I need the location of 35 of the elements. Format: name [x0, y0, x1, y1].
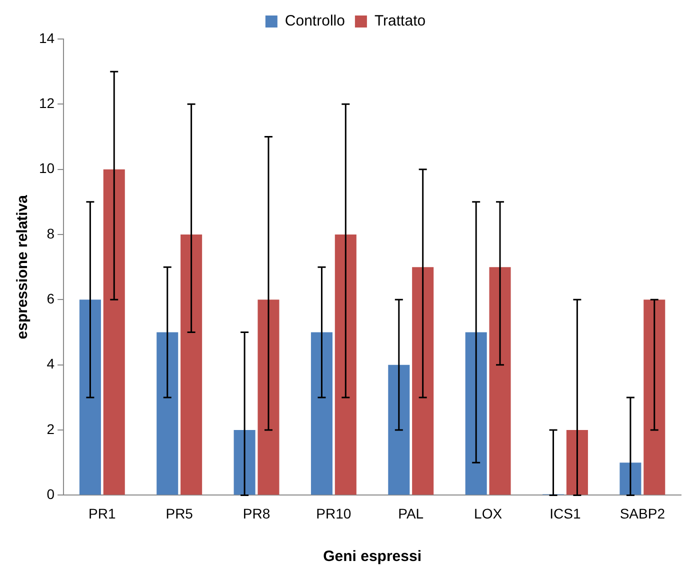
bar	[310, 332, 332, 495]
bar	[234, 430, 256, 495]
legend-label: Trattato	[374, 12, 426, 30]
x-tick-label: PR5	[166, 505, 194, 522]
x-tick-label: SABP2	[620, 505, 666, 522]
bar	[258, 300, 280, 495]
x-tick-label: LOX	[474, 505, 503, 522]
bar	[334, 234, 356, 495]
y-tick-label: 8	[46, 225, 55, 242]
bar	[412, 267, 434, 495]
bar	[79, 300, 101, 495]
x-tick-label: PAL	[398, 505, 424, 522]
bar	[566, 430, 588, 495]
y-tick-label: 0	[46, 486, 55, 502]
bar	[489, 267, 511, 495]
y-tick-label: 4	[46, 356, 55, 372]
x-tick-label: ICS1	[550, 505, 582, 522]
x-axis-title: Geni espressi	[323, 548, 422, 566]
bar	[180, 234, 202, 495]
bar	[103, 169, 125, 495]
y-tick-label: 6	[46, 290, 55, 307]
bar	[156, 332, 178, 495]
x-tick-label: PR1	[88, 505, 116, 522]
y-tick-label: 12	[38, 95, 55, 112]
y-tick-label: 10	[38, 160, 55, 176]
legend-label: Controllo	[284, 12, 345, 30]
bar	[620, 462, 642, 495]
x-tick-label: PR10	[316, 505, 352, 522]
bar	[644, 300, 666, 495]
y-tick-label: 2	[46, 420, 55, 437]
y-tick-label: 14	[38, 30, 55, 46]
y-axis-title: espressione relativa	[14, 194, 32, 340]
bar	[388, 364, 410, 495]
x-tick-label: PR8	[242, 505, 270, 522]
bar	[465, 332, 487, 495]
